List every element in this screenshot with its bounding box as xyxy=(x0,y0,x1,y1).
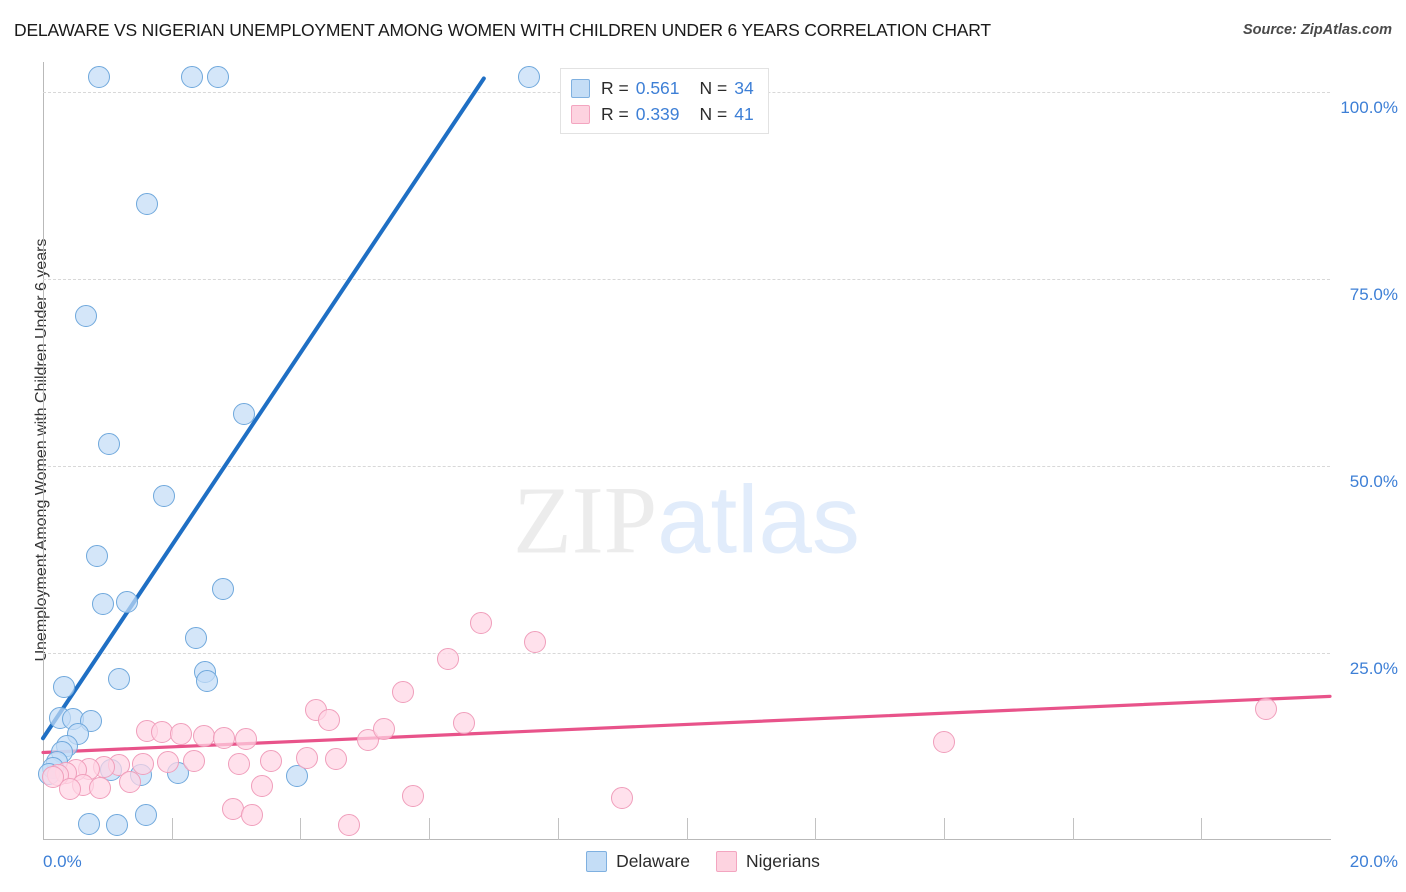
data-point-nigerians[interactable] xyxy=(392,680,415,703)
n-value-delaware: 34 xyxy=(734,77,754,98)
correlation-row-delaware: R = 0.561 N = 34 xyxy=(571,75,754,101)
data-point-delaware[interactable] xyxy=(75,305,98,328)
data-point-nigerians[interactable] xyxy=(453,712,476,735)
data-point-delaware[interactable] xyxy=(136,193,159,216)
x-axis-tick xyxy=(943,818,945,840)
data-point-nigerians[interactable] xyxy=(260,749,283,772)
n-value-nigerians: 41 xyxy=(734,103,754,124)
series-label-nigerians: Nigerians xyxy=(746,851,820,871)
data-point-delaware[interactable] xyxy=(91,593,114,616)
series-swatch-nigerians-icon xyxy=(716,851,737,872)
data-point-nigerians[interactable] xyxy=(170,722,193,745)
data-point-nigerians[interactable] xyxy=(324,748,347,771)
gridline xyxy=(43,465,1330,467)
gridline xyxy=(43,652,1330,654)
n-label-delaware: N = xyxy=(699,77,728,98)
trendline-delaware xyxy=(41,76,486,741)
legend-swatch-nigerians-icon xyxy=(571,104,590,124)
data-point-nigerians[interactable] xyxy=(131,752,154,775)
plot-area: ZIPatlas xyxy=(38,62,1332,840)
trendlines xyxy=(41,76,1332,755)
n-label-nigerians: N = xyxy=(699,103,728,124)
data-point-delaware[interactable] xyxy=(181,65,204,88)
x-axis-tick xyxy=(300,818,302,840)
x-axis-tick xyxy=(815,818,817,840)
x-axis-tick xyxy=(1201,818,1203,840)
data-point-nigerians[interactable] xyxy=(318,709,341,732)
data-point-nigerians[interactable] xyxy=(611,787,634,810)
data-point-nigerians[interactable] xyxy=(118,770,141,793)
data-point-delaware[interactable] xyxy=(98,432,121,455)
data-point-delaware[interactable] xyxy=(152,484,175,507)
data-point-delaware[interactable] xyxy=(106,814,128,837)
x-axis-label-max: 20.0% xyxy=(1349,852,1398,871)
x-axis-tick xyxy=(171,818,173,840)
trendline-nigerians xyxy=(41,694,1332,755)
data-point-nigerians[interactable] xyxy=(402,784,424,807)
x-axis-tick xyxy=(686,818,688,840)
page-title: DELAWARE VS NIGERIAN UNEMPLOYMENT AMONG … xyxy=(14,20,991,40)
data-point-nigerians[interactable] xyxy=(234,728,257,750)
data-point-nigerians[interactable] xyxy=(88,776,111,799)
y-axis-tick-label: 25.0% xyxy=(1349,658,1398,678)
data-point-nigerians[interactable] xyxy=(241,804,264,827)
data-point-delaware[interactable] xyxy=(53,675,76,698)
data-point-delaware[interactable] xyxy=(134,803,157,826)
data-point-nigerians[interactable] xyxy=(183,750,206,773)
series-legend: Delaware Nigerians xyxy=(0,851,1406,872)
correlation-row-nigerians: R = 0.339 N = 41 xyxy=(571,101,754,127)
x-axis-tick xyxy=(1072,818,1074,840)
data-point-nigerians[interactable] xyxy=(192,725,215,748)
y-axis-tick-label: 100.0% xyxy=(1340,97,1398,117)
correlation-legend: R = 0.561 N = 34 R = 0.339 N = 41 xyxy=(560,68,769,134)
data-point-delaware[interactable] xyxy=(78,812,101,835)
data-point-delaware[interactable] xyxy=(115,591,138,614)
y-axis-tick-label: 50.0% xyxy=(1349,471,1398,491)
legend-swatch-delaware-icon xyxy=(571,78,590,98)
x-axis-tick xyxy=(557,818,559,840)
data-point-delaware[interactable] xyxy=(87,65,110,88)
data-point-delaware[interactable] xyxy=(232,402,255,425)
x-axis-tick xyxy=(429,818,431,840)
data-point-nigerians[interactable] xyxy=(437,647,460,670)
series-label-delaware: Delaware xyxy=(616,851,690,871)
r-value-nigerians: 0.339 xyxy=(635,103,680,124)
data-point-nigerians[interactable] xyxy=(59,778,82,801)
data-point-nigerians[interactable] xyxy=(157,751,180,774)
source-label: Source: ZipAtlas.com xyxy=(1242,22,1392,38)
data-point-nigerians[interactable] xyxy=(213,727,236,750)
x-axis-label-min: 0.0% xyxy=(43,852,82,871)
data-point-nigerians[interactable] xyxy=(228,752,251,775)
data-point-delaware[interactable] xyxy=(207,65,230,88)
series-swatch-delaware-icon xyxy=(586,851,608,872)
data-point-delaware[interactable] xyxy=(107,668,130,691)
data-point-nigerians[interactable] xyxy=(337,814,360,837)
data-point-nigerians[interactable] xyxy=(1254,698,1277,721)
data-point-delaware[interactable] xyxy=(184,627,207,650)
r-label-delaware: R = xyxy=(601,77,629,98)
data-point-nigerians[interactable] xyxy=(295,747,318,770)
r-value-delaware: 0.561 xyxy=(635,77,680,98)
legend-item-nigerians[interactable]: Nigerians xyxy=(716,851,820,872)
data-point-delaware[interactable] xyxy=(196,669,219,692)
data-point-nigerians[interactable] xyxy=(524,630,547,653)
data-point-delaware[interactable] xyxy=(286,765,309,788)
data-point-nigerians[interactable] xyxy=(932,731,955,753)
data-point-nigerians[interactable] xyxy=(469,612,492,635)
gridline xyxy=(43,278,1330,280)
data-point-nigerians[interactable] xyxy=(373,718,396,741)
y-axis-line xyxy=(43,62,44,840)
r-label-nigerians: R = xyxy=(601,103,629,124)
legend-item-delaware[interactable]: Delaware xyxy=(586,851,690,872)
y-axis-tick-label: 75.0% xyxy=(1349,284,1398,304)
data-point-delaware[interactable] xyxy=(517,65,540,88)
data-point-nigerians[interactable] xyxy=(250,775,273,798)
data-point-delaware[interactable] xyxy=(212,578,235,601)
data-point-delaware[interactable] xyxy=(86,544,109,567)
data-point-nigerians[interactable] xyxy=(41,766,64,789)
